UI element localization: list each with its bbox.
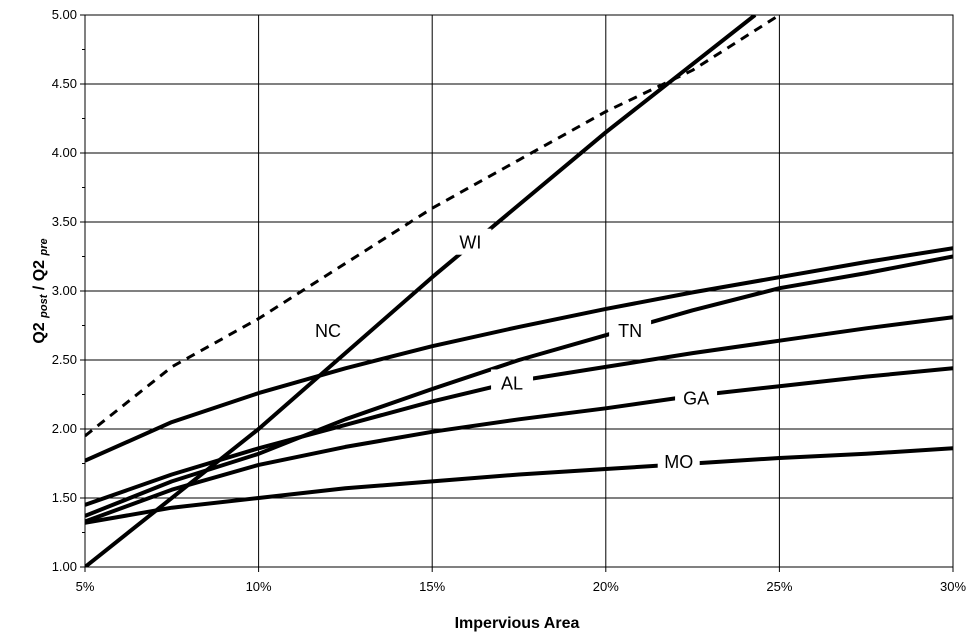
y-tick-label: 3.00 (52, 283, 77, 298)
series-label-mo: MO (664, 452, 693, 472)
series-line-mo (85, 446, 953, 525)
series-label-background (657, 448, 700, 475)
y-axis-title-separator: / (31, 281, 48, 290)
series-label-al: AL (501, 373, 523, 393)
series-label-ga: GA (683, 389, 709, 409)
series-label-background (609, 317, 652, 344)
series-line-dashed (85, 15, 781, 438)
series-label-background (307, 317, 350, 344)
series-label-background (491, 369, 534, 396)
series-line-wi (85, 15, 757, 567)
x-tick-label: 25% (766, 579, 792, 594)
y-axis-title-post-subscript: post (38, 293, 50, 319)
series-label-tn: TN (618, 321, 642, 341)
y-axis-title-q2-post: Q2 (31, 322, 48, 343)
x-tick-label: 30% (940, 579, 966, 594)
y-axis-title-q2-pre: Q2 (31, 260, 48, 281)
y-tick-label: 1.50 (52, 490, 77, 505)
y-tick-label: 3.50 (52, 214, 77, 229)
y-axis-title: Q2 post / Q2 pre (31, 238, 51, 343)
series-label-nc: NC (315, 321, 341, 341)
x-axis-title: Impervious Area (455, 615, 580, 632)
series-label-background (675, 384, 718, 411)
x-tick-label: 20% (593, 579, 619, 594)
y-tick-label: 5.00 (52, 7, 77, 22)
x-tick-label: 5% (76, 579, 95, 594)
series-label-wi: WI (459, 233, 481, 253)
series-label-background (449, 228, 492, 255)
y-tick-label: 4.50 (52, 76, 77, 91)
y-tick-label: 2.00 (52, 421, 77, 436)
series-labels: WI NC TN AL GA MO (307, 228, 718, 475)
x-tick-label: 10% (246, 579, 272, 594)
y-tick-label: 4.00 (52, 145, 77, 160)
y-axis-title-pre-subscript: pre (38, 238, 50, 256)
series-line-nc (85, 246, 953, 463)
series-line-ga (85, 366, 953, 524)
y-tick-label: 1.00 (52, 559, 77, 574)
x-tick-label: 15% (419, 579, 445, 594)
y-tick-label: 2.50 (52, 352, 77, 367)
series-line-tn (85, 254, 953, 518)
axis-ticks: 1.00 1.50 2.00 2.50 3.00 3.50 4.00 4.50 5.00 5% 10… (52, 7, 967, 594)
